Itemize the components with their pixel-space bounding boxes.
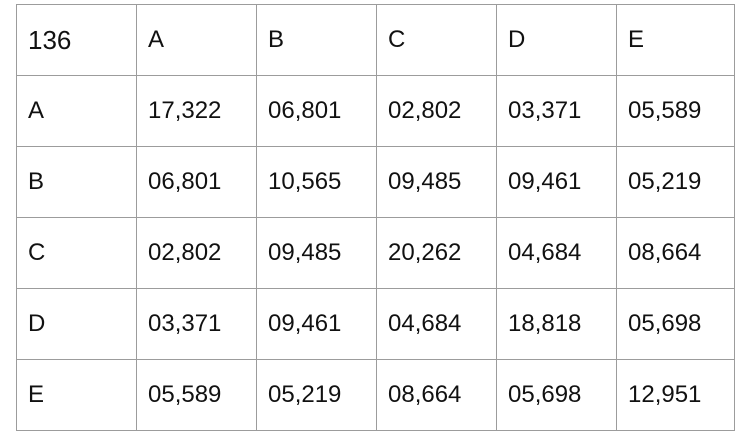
table-cell: 12,951 [616,359,735,431]
table-row-a: A 17,322 06,801 02,802 03,371 05,589 [16,75,735,147]
column-header-e: E [616,4,735,76]
table-cell: 03,371 [136,288,257,360]
table-cell: 06,801 [136,146,257,218]
table-cell: 05,698 [496,359,617,431]
table-cell: 09,461 [496,146,617,218]
table-cell: 05,698 [616,288,735,360]
row-header-c: C [16,217,137,289]
row-header-d: D [16,288,137,360]
table-cell: 05,589 [136,359,257,431]
table-cell: 09,461 [256,288,377,360]
table-cell: 05,219 [616,146,735,218]
table-row-b: B 06,801 10,565 09,485 09,461 05,219 [16,146,735,218]
row-header-a: A [16,75,137,147]
column-header-c: C [376,4,497,76]
header-row: 136 A B C D E [16,4,735,76]
table-row-e: E 05,589 05,219 08,664 05,698 12,951 [16,359,735,431]
table-cell: 08,664 [376,359,497,431]
table-cell: 02,802 [136,217,257,289]
table-cell: 09,485 [256,217,377,289]
column-header-d: D [496,4,617,76]
table-row-d: D 03,371 09,461 04,684 18,818 05,698 [16,288,735,360]
table-cell: 08,664 [616,217,735,289]
matrix-table: 136 A B C D E A 17,322 06,801 02,802 03,… [16,4,735,431]
table-cell: 04,684 [376,288,497,360]
table-cell: 18,818 [496,288,617,360]
table-cell: 04,684 [496,217,617,289]
table-cell: 02,802 [376,75,497,147]
column-header-a: A [136,4,257,76]
table-cell: 03,371 [496,75,617,147]
table-cell: 10,565 [256,146,377,218]
row-header-e: E [16,359,137,431]
table-cell: 06,801 [256,75,377,147]
table-cell: 09,485 [376,146,497,218]
corner-cell: 136 [16,4,137,76]
table-cell: 20,262 [376,217,497,289]
column-header-b: B [256,4,377,76]
table-cell: 17,322 [136,75,257,147]
table-cell: 05,219 [256,359,377,431]
row-header-b: B [16,146,137,218]
table-cell: 05,589 [616,75,735,147]
table-row-c: C 02,802 09,485 20,262 04,684 08,664 [16,217,735,289]
